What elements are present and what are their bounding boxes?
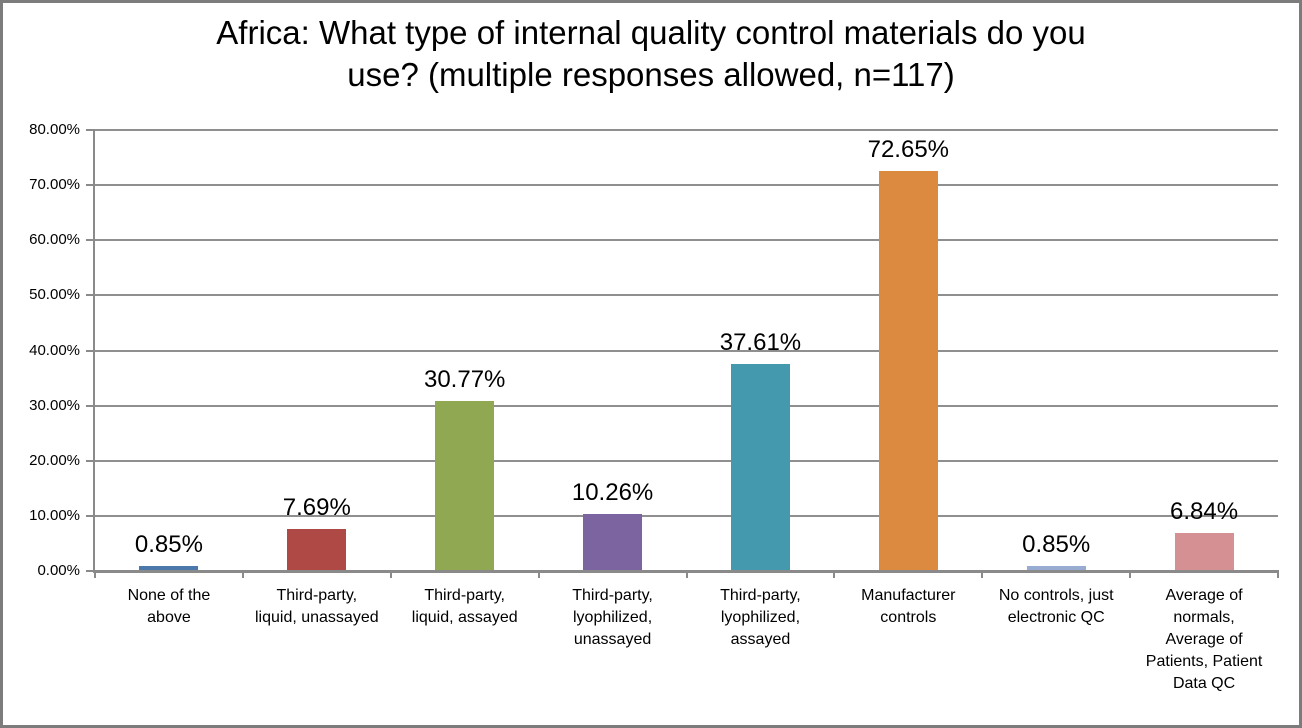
y-axis-tick: [86, 459, 95, 462]
y-axis-tick-label: 60.00%: [29, 231, 80, 249]
y-axis-tick-label: 10.00%: [29, 506, 80, 524]
x-axis-tick: [241, 570, 244, 578]
x-axis-tick: [981, 570, 984, 578]
y-axis-tick: [86, 514, 95, 517]
x-axis-category-label: Third-party, liquid, unassayed: [254, 587, 379, 626]
y-axis-tick-label: 0.00%: [37, 562, 80, 579]
bar-value-label: 7.69%: [282, 493, 351, 521]
gridline: [95, 459, 1278, 462]
y-axis-tick-label: 50.00%: [29, 286, 80, 304]
x-axis-tick: [389, 570, 392, 578]
gridline: [95, 294, 1278, 297]
x-axis-category-label: Third-party, lyophilized, assayed: [720, 587, 801, 648]
x-axis-category-label: Third-party, lyophilized, unassayed: [572, 587, 653, 648]
y-axis-tick-label: 80.00%: [29, 121, 80, 138]
x-axis-category-label: Third-party, liquid, assayed: [411, 587, 518, 626]
bar-value-label: 0.85%: [1022, 531, 1091, 559]
bar: [878, 170, 938, 571]
x-axis-tick: [537, 570, 540, 578]
y-axis-tick: [86, 239, 95, 242]
y-axis-line: [93, 130, 95, 573]
bar: [583, 514, 643, 571]
y-axis-tick-label: 20.00%: [29, 451, 80, 469]
x-axis-line: [93, 570, 1278, 573]
bar: [435, 401, 495, 571]
bar: [1174, 533, 1234, 571]
bar: [287, 528, 347, 571]
x-axis-tick: [1129, 570, 1132, 578]
bar-value-label: 37.61%: [719, 328, 802, 356]
x-axis-category-label: Average of normals, Average of Patients,…: [1145, 587, 1263, 692]
y-axis-tick: [86, 294, 95, 297]
bar-value-label: 0.85%: [134, 531, 203, 559]
x-axis-tick: [833, 570, 836, 578]
gridline: [95, 514, 1278, 517]
x-axis-category-label: None of the above: [127, 587, 211, 626]
y-axis-tick-label: 70.00%: [29, 176, 80, 194]
bar-value-label: 72.65%: [867, 135, 950, 163]
x-axis-category-label: Manufacturer controls: [861, 587, 956, 626]
gridline: [95, 239, 1278, 242]
chart-title: Africa: What type of internal quality co…: [216, 14, 1086, 93]
bar-value-label: 10.26%: [571, 479, 654, 507]
bar-value-label: 30.77%: [423, 366, 506, 394]
gridline: [95, 184, 1278, 187]
gridline: [95, 349, 1278, 352]
y-axis-tick-label: 40.00%: [29, 341, 80, 359]
bar: [1026, 566, 1086, 571]
gridline: [95, 129, 1278, 131]
bar: [730, 363, 790, 571]
bar-value-label: 6.84%: [1170, 498, 1239, 526]
x-axis-tick: [685, 570, 688, 578]
y-axis-tick: [86, 129, 95, 131]
x-axis-tick: [1277, 570, 1279, 578]
gridline: [95, 404, 1278, 407]
x-axis-tick: [94, 570, 96, 578]
y-axis-tick: [86, 404, 95, 407]
y-axis-tick: [86, 349, 95, 352]
y-axis-tick-label: 30.00%: [29, 396, 80, 414]
y-axis-tick: [86, 184, 95, 187]
y-axis-tick: [86, 570, 95, 572]
x-axis-category-label: No controls, just electronic QC: [998, 587, 1114, 626]
bar: [139, 566, 199, 571]
